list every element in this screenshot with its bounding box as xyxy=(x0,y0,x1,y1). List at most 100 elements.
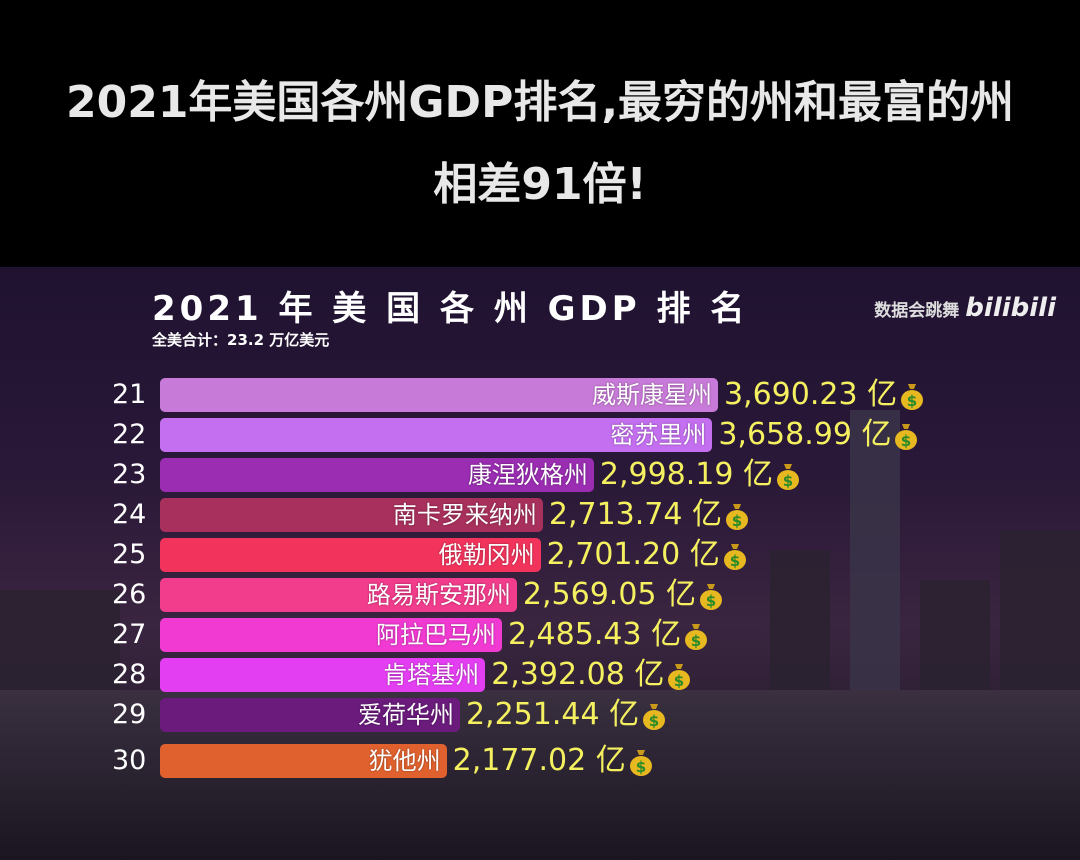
skyline-building xyxy=(920,580,990,710)
value-text: 2,177.02 xyxy=(452,743,587,778)
bar-row: 24 南卡罗来纳州 2,713.74 亿 $ xyxy=(0,498,1080,532)
skyline-building xyxy=(770,550,830,710)
bar: 康涅狄格州 xyxy=(160,458,594,492)
value-label: 2,485.43 亿 $ xyxy=(508,618,709,652)
value-text: 2,251.44 xyxy=(465,697,600,732)
money-bag-icon: $ xyxy=(893,421,919,451)
state-name: 阿拉巴马州 xyxy=(375,621,496,649)
value-text: 2,998.19 xyxy=(599,457,734,492)
rank-label: 27 xyxy=(112,619,147,650)
value-text: 2,701.20 xyxy=(546,537,681,572)
money-bag-icon: $ xyxy=(628,747,654,777)
state-name: 肯塔基州 xyxy=(383,661,480,689)
value-label: 2,569.05 亿 $ xyxy=(523,578,724,612)
bar-row: 26 路易斯安那州 2,569.05 亿 $ xyxy=(0,578,1080,612)
skyline-building xyxy=(1000,530,1080,710)
bar-row: 28 肯塔基州 2,392.08 亿 $ xyxy=(0,658,1080,692)
value-label: 2,177.02 亿 $ xyxy=(453,744,654,778)
state-name: 路易斯安那州 xyxy=(366,581,511,609)
bar-row: 25 俄勒冈州 2,701.20 亿 $ xyxy=(0,538,1080,572)
svg-text:$: $ xyxy=(907,392,917,410)
svg-text:$: $ xyxy=(730,552,740,570)
bar: 密苏里州 xyxy=(160,418,713,452)
value-label: 3,690.23 亿 $ xyxy=(724,378,925,412)
bar: 肯塔基州 xyxy=(160,658,486,692)
value-text: 2,392.08 xyxy=(491,657,625,692)
unit-label: 亿 xyxy=(641,617,682,652)
bar: 阿拉巴马州 xyxy=(160,618,502,652)
svg-text:$: $ xyxy=(706,592,716,610)
video-headline: 2021年美国各州GDP排名,最穷的州和最富的州相差91倍! xyxy=(65,77,1015,210)
value-text: 2,569.05 xyxy=(522,577,657,612)
rank-label: 30 xyxy=(112,745,147,776)
value-label: 2,998.19 亿 $ xyxy=(600,458,801,492)
bar: 爱荷华州 xyxy=(160,698,460,732)
svg-text:$: $ xyxy=(674,672,684,690)
value-label: 2,701.20 亿 $ xyxy=(547,538,748,572)
money-bag-icon: $ xyxy=(899,381,925,411)
unit-label: 亿 xyxy=(851,417,892,452)
bar-row: 29 爱荷华州 2,251.44 亿 $ xyxy=(0,698,1080,732)
unit-label: 亿 xyxy=(586,743,626,778)
value-text: 2,485.43 xyxy=(507,617,642,652)
value-label: 2,251.44 亿 $ xyxy=(466,698,667,732)
state-name: 南卡罗来纳州 xyxy=(392,501,537,529)
rank-label: 26 xyxy=(112,579,147,610)
unit-label: 亿 xyxy=(599,697,640,732)
money-bag-icon: $ xyxy=(683,621,709,651)
state-name: 犹他州 xyxy=(368,747,441,775)
rank-label: 29 xyxy=(112,699,147,730)
bar-row: 21 威斯康星州 3,690.23 亿 $ xyxy=(0,378,1080,412)
bar: 俄勒冈州 xyxy=(160,538,541,572)
unit-label: 亿 xyxy=(680,537,720,572)
unit-label: 亿 xyxy=(682,497,722,532)
rank-label: 25 xyxy=(112,539,147,570)
value-label: 3,658.99 亿 $ xyxy=(718,418,919,452)
total-gdp: 全美合计：23.2 万亿美元 xyxy=(152,331,330,349)
bar-row: 22 密苏里州 3,658.99 亿 $ xyxy=(0,418,1080,452)
state-name: 密苏里州 xyxy=(610,421,707,449)
value-label: 2,713.74 亿 $ xyxy=(549,498,750,532)
bilibili-logo: bilibili xyxy=(965,293,1056,323)
state-name: 康涅狄格州 xyxy=(467,461,588,489)
chart-title: 2021 年 美 国 各 州 GDP 排 名 xyxy=(152,289,749,329)
svg-text:$: $ xyxy=(691,632,701,650)
state-name: 俄勒冈州 xyxy=(438,541,535,569)
money-bag-icon: $ xyxy=(722,541,748,571)
money-bag-icon: $ xyxy=(698,581,724,611)
brand-watermark: 数据会跳舞 bilibili xyxy=(874,293,1056,323)
state-name: 爱荷华州 xyxy=(357,701,454,729)
svg-text:$: $ xyxy=(649,712,659,730)
value-text: 2,713.74 xyxy=(548,497,683,532)
skyline-building xyxy=(850,410,900,710)
rank-label: 23 xyxy=(112,459,147,490)
value-text: 3,658.99 xyxy=(718,417,852,452)
bar-row: 30 犹他州 2,177.02 亿 $ xyxy=(0,744,1080,778)
money-bag-icon: $ xyxy=(775,461,801,491)
state-name: 威斯康星州 xyxy=(591,381,712,409)
money-bag-icon: $ xyxy=(666,661,692,691)
unit-label: 亿 xyxy=(656,577,697,612)
bar: 南卡罗来纳州 xyxy=(160,498,543,532)
money-bag-icon: $ xyxy=(641,701,667,731)
value-text: 3,690.23 xyxy=(723,377,858,412)
unit-label: 亿 xyxy=(857,377,898,412)
bar: 路易斯安那州 xyxy=(160,578,517,612)
rank-label: 24 xyxy=(112,499,147,530)
svg-text:$: $ xyxy=(636,758,646,776)
bar-row: 23 康涅狄格州 2,998.19 亿 $ xyxy=(0,458,1080,492)
bar: 威斯康星州 xyxy=(160,378,718,412)
rank-label: 28 xyxy=(112,659,147,690)
unit-label: 亿 xyxy=(733,457,774,492)
svg-text:$: $ xyxy=(783,472,793,490)
bar-row: 27 阿拉巴马州 2,485.43 亿 $ xyxy=(0,618,1080,652)
brand-text: 数据会跳舞 xyxy=(874,301,960,321)
rank-label: 21 xyxy=(112,379,147,410)
unit-label: 亿 xyxy=(624,657,665,692)
rank-label: 22 xyxy=(112,419,147,450)
money-bag-icon: $ xyxy=(724,501,750,531)
chart-stage: 2021 年 美 国 各 州 GDP 排 名 全美合计：23.2 万亿美元 数据… xyxy=(0,267,1080,860)
svg-text:$: $ xyxy=(901,432,911,450)
svg-text:$: $ xyxy=(732,512,742,530)
bar: 犹他州 xyxy=(160,744,447,778)
